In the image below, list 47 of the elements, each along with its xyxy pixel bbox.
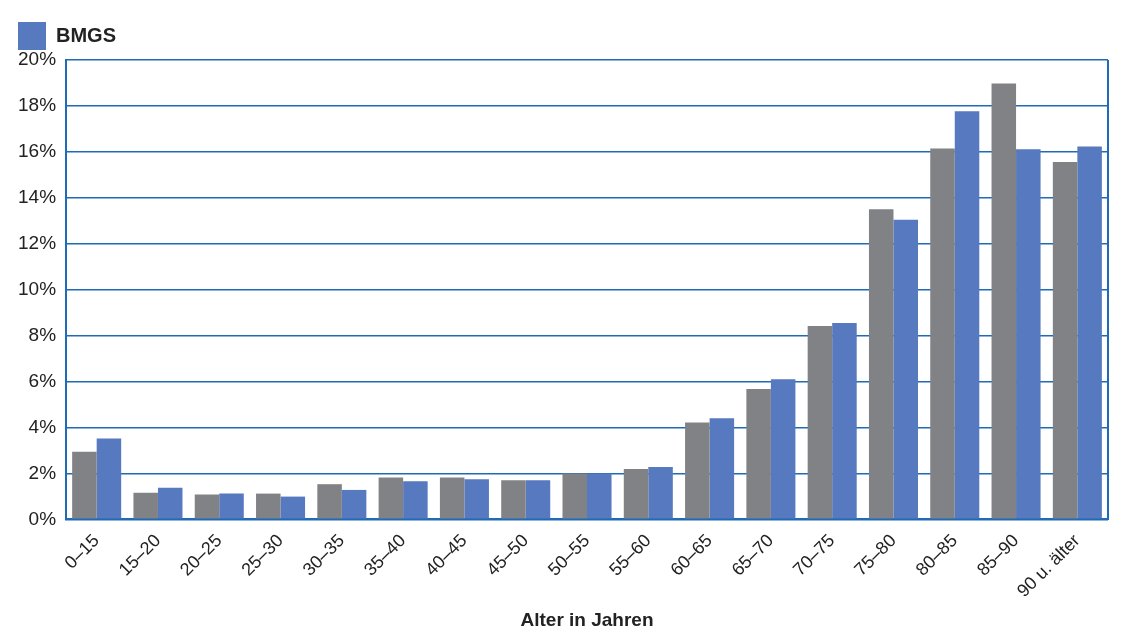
bar [378, 477, 404, 519]
bar [648, 466, 673, 519]
bar [72, 451, 97, 519]
y-tick-label: 14% [18, 186, 57, 208]
bar [1052, 161, 1078, 519]
bar [341, 489, 367, 519]
x-axis-title: Alter in Jahren [520, 608, 654, 630]
bar [1077, 146, 1102, 519]
bar [709, 418, 735, 519]
y-tick-label: 10% [18, 277, 57, 299]
bar [807, 325, 833, 519]
bar [623, 469, 649, 519]
y-tick-label: 8% [28, 323, 57, 345]
y-tick-label: 16% [18, 140, 57, 162]
bar [96, 438, 122, 519]
bar [930, 148, 955, 519]
y-tick-label: 2% [28, 461, 57, 483]
bar [832, 322, 857, 519]
bar [1016, 149, 1041, 519]
y-tick-label: 0% [28, 507, 57, 529]
y-tick-label: 18% [18, 94, 57, 116]
bar [501, 480, 526, 519]
bar [194, 494, 220, 519]
y-tick-label: 6% [28, 369, 57, 391]
bar [439, 477, 465, 519]
bar [746, 388, 771, 519]
bar [770, 379, 796, 519]
bar [868, 209, 894, 519]
bar [525, 480, 551, 519]
bar [157, 487, 183, 519]
bar [893, 219, 918, 519]
bar [954, 111, 980, 519]
bar [219, 493, 244, 519]
bar [256, 493, 281, 519]
y-tick-label: 12% [18, 231, 57, 253]
bar [685, 422, 710, 519]
bar [464, 479, 489, 519]
bar [317, 484, 342, 519]
legend-label: BMGS [56, 23, 116, 46]
bar [133, 492, 158, 519]
y-tick-label: 4% [28, 415, 57, 437]
bar [562, 473, 588, 519]
bar [587, 473, 612, 519]
bar [991, 83, 1017, 519]
bar [280, 496, 306, 519]
y-tick-label: 20% [18, 48, 57, 70]
bar [403, 481, 428, 519]
